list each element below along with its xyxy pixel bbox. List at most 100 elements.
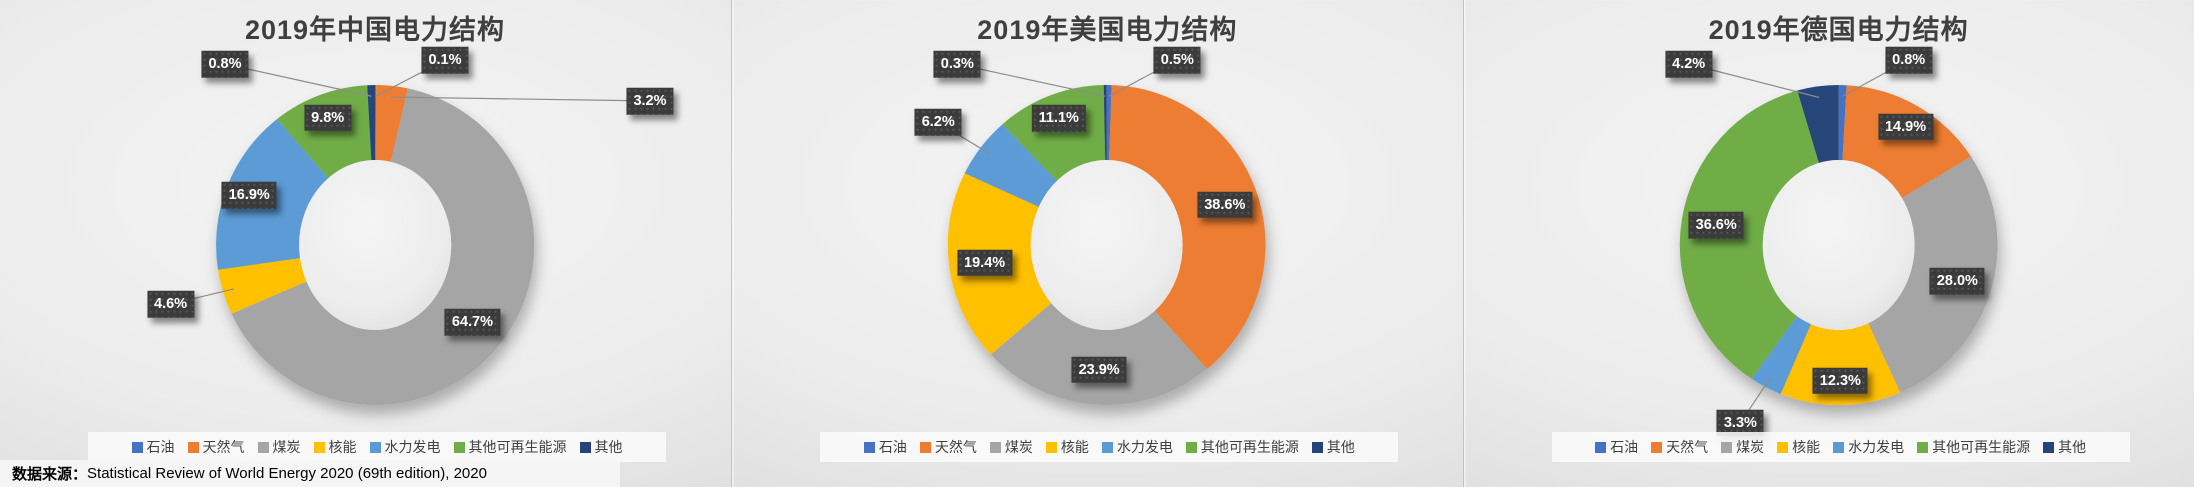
legend-item-hydro: 水力发电 bbox=[1101, 437, 1173, 457]
chart-title-germany: 2019年德国电力结构 bbox=[1708, 15, 1969, 45]
legend-swatch-hydro bbox=[369, 441, 381, 453]
chart-panel-china: 2019年中国电力结构 0.1% 3.2% 64.7% 4.6% 16.9% 9.8% 0.… bbox=[0, 0, 732, 487]
label-leader-line bbox=[956, 63, 1106, 97]
legend-label-other: 其他 bbox=[2058, 439, 2087, 455]
label-leader-line bbox=[1688, 63, 1820, 99]
legend-item-oil: 石油 bbox=[863, 437, 907, 457]
label-leader-line bbox=[390, 96, 651, 102]
donut-hole bbox=[1031, 160, 1183, 330]
chart-legend-china: 石油 天然气 煤炭 核能 水力发电 其他可再生能源 其他 bbox=[88, 432, 666, 462]
legend-swatch-oil bbox=[1595, 441, 1607, 453]
donut-slice-nuclear bbox=[1780, 323, 1900, 405]
legend-item-natural-gas: 天然气 bbox=[919, 437, 977, 457]
legend-label-hydro: 水力发电 bbox=[1848, 439, 1905, 455]
donut-slice-other-renewables bbox=[1679, 90, 1819, 379]
chart-panel-usa: 2019年美国电力结构 0.5% 38.6% 23.9% 19.4% 6.2% 11.1%… bbox=[731, 0, 1463, 487]
legend-item-other: 其他 bbox=[1311, 437, 1355, 457]
legend-swatch-natural-gas bbox=[919, 441, 931, 453]
donut-slice-coal bbox=[991, 303, 1208, 405]
legend-swatch-nuclear bbox=[313, 441, 325, 453]
label-leader-line bbox=[1739, 376, 1771, 424]
legend-item-natural-gas: 天然气 bbox=[187, 437, 245, 457]
donut-slice-oil bbox=[375, 85, 377, 161]
label-leader-line bbox=[224, 63, 372, 97]
legend-label-oil: 石油 bbox=[146, 439, 175, 455]
donut-slice-other bbox=[1796, 85, 1839, 163]
chart-title-china: 2019年中国电力结构 bbox=[244, 15, 506, 45]
legend-swatch-oil bbox=[131, 441, 143, 453]
donut-chart-germany bbox=[1679, 59, 1998, 424]
legend-item-other-renewables: 其他可再生能源 bbox=[1917, 437, 2030, 457]
legend-item-nuclear: 核能 bbox=[1045, 437, 1089, 457]
legend-item-oil: 石油 bbox=[131, 437, 175, 457]
legend-swatch-coal bbox=[989, 441, 1001, 453]
legend-item-nuclear: 核能 bbox=[1777, 437, 1820, 457]
legend-label-other-renewables: 其他可再生能源 bbox=[1200, 439, 1299, 455]
donut-slice-nuclear bbox=[218, 258, 307, 314]
legend-item-natural-gas: 天然气 bbox=[1651, 437, 1708, 457]
legend-item-coal: 煤炭 bbox=[989, 437, 1033, 457]
donut-slice-natural-gas bbox=[1842, 85, 1971, 199]
legend-swatch-hydro bbox=[1101, 441, 1113, 453]
legend-label-other-renewables: 其他可再生能源 bbox=[468, 439, 567, 455]
source-note-text: Statistical Review of World Energy 2020 … bbox=[87, 465, 487, 482]
legend-swatch-nuclear bbox=[1045, 441, 1057, 453]
legend-swatch-other bbox=[2043, 441, 2055, 453]
chart-panel-germany: 2019年德国电力结构 0.8% 14.9% 28.0% 12.3% 3.3% 36.6%… bbox=[1462, 0, 2194, 487]
legend-swatch-natural-gas bbox=[187, 441, 199, 453]
legend-label-other-renewables: 其他可再生能源 bbox=[1932, 439, 2031, 455]
legend-item-oil: 石油 bbox=[1595, 437, 1638, 457]
source-note-prefix: 数据来源： bbox=[12, 466, 88, 483]
legend-label-nuclear: 核能 bbox=[1792, 439, 1821, 455]
legend-item-hydro: 水力发电 bbox=[369, 437, 441, 457]
legend-item-other: 其他 bbox=[579, 437, 623, 457]
chart-title-usa: 2019年美国电力结构 bbox=[977, 15, 1238, 45]
label-leader-line bbox=[937, 121, 991, 155]
legend-item-nuclear: 核能 bbox=[313, 437, 357, 457]
legend-item-other: 其他 bbox=[2043, 437, 2086, 457]
legend-label-coal: 煤炭 bbox=[272, 439, 301, 455]
legend-swatch-other-renewables bbox=[1917, 441, 1929, 453]
legend-label-natural-gas: 天然气 bbox=[202, 439, 245, 455]
legend-swatch-nuclear bbox=[1777, 441, 1789, 453]
donut-slice-natural-gas bbox=[375, 85, 408, 162]
donut-slice-other bbox=[1103, 85, 1107, 161]
chart-legend-germany: 石油 天然气 煤炭 核能 水力发电 其他可再生能源 其他 bbox=[1551, 432, 2130, 462]
donut-slice-natural-gas bbox=[1109, 85, 1266, 369]
legend-swatch-coal bbox=[1721, 441, 1733, 453]
source-note: 数据来源： Statistical Review of World Energy … bbox=[0, 460, 620, 487]
legend-label-hydro: 水力发电 bbox=[1116, 439, 1173, 455]
donut-slice-hydro bbox=[964, 124, 1058, 207]
legend-label-oil: 石油 bbox=[1610, 439, 1639, 455]
legend-item-hydro: 水力发电 bbox=[1833, 437, 1904, 457]
legend-label-hydro: 水力发电 bbox=[384, 439, 441, 455]
legend-swatch-natural-gas bbox=[1651, 441, 1663, 453]
legend-label-coal: 煤炭 bbox=[1736, 439, 1765, 455]
legend-label-oil: 石油 bbox=[878, 439, 907, 455]
legend-swatch-other bbox=[579, 441, 591, 453]
donut-chart-china bbox=[170, 59, 651, 406]
donut-slice-oil bbox=[1106, 85, 1112, 161]
legend-swatch-oil bbox=[863, 441, 875, 453]
legend-swatch-hydro bbox=[1833, 441, 1845, 453]
legend-label-other: 其他 bbox=[594, 439, 623, 455]
legend-label-natural-gas: 天然气 bbox=[1666, 439, 1709, 455]
legend-swatch-other-renewables bbox=[453, 441, 465, 453]
legend-swatch-other bbox=[1311, 441, 1323, 453]
legend-item-other-renewables: 其他可再生能源 bbox=[1185, 437, 1299, 457]
legend-label-other: 其他 bbox=[1326, 439, 1355, 455]
legend-item-other-renewables: 其他可再生能源 bbox=[453, 437, 567, 457]
donut-chart-usa bbox=[937, 59, 1266, 405]
legend-label-nuclear: 核能 bbox=[1060, 439, 1089, 455]
legend-item-coal: 煤炭 bbox=[1721, 437, 1764, 457]
donut-slice-other bbox=[367, 85, 376, 161]
legend-label-coal: 煤炭 bbox=[1004, 439, 1033, 455]
donut-slice-oil bbox=[1838, 85, 1847, 161]
legend-swatch-coal bbox=[257, 441, 269, 453]
legend-swatch-other-renewables bbox=[1185, 441, 1197, 453]
donut-hole bbox=[299, 160, 452, 330]
legend-label-nuclear: 核能 bbox=[328, 439, 357, 455]
label-leader-line bbox=[170, 288, 234, 305]
legend-item-coal: 煤炭 bbox=[257, 437, 301, 457]
